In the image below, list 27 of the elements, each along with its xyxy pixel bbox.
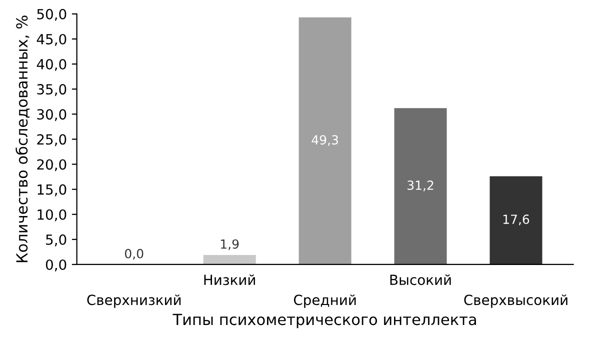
data-label: 17,6	[503, 214, 530, 226]
y-tick-label: 30,0	[37, 109, 66, 122]
x-axis-title: Типы психометрического интеллекта	[172, 314, 476, 328]
data-label: 49,3	[312, 135, 338, 146]
x-tick-label: Низкий	[204, 274, 255, 286]
data-label: 1,9	[221, 239, 239, 250]
y-tick-label: 40,0	[36, 59, 66, 71]
y-axis-title: Количество обследованных, %	[16, 16, 30, 262]
bar	[203, 254, 256, 264]
bar	[490, 176, 542, 264]
y-tick-label: 20,0	[37, 159, 66, 172]
y-tick-label: 25,0	[37, 134, 66, 146]
data-label: 0,0	[124, 248, 144, 260]
y-tick-label: 35,0	[37, 84, 66, 96]
y-tick-label: 10,0	[38, 209, 66, 222]
x-tick-label: Сверхвысокий	[464, 294, 568, 308]
bar	[298, 17, 352, 264]
data-label: 31,2	[408, 180, 434, 192]
x-tick-label: Средний	[294, 294, 356, 308]
y-tick-label: 45,0	[36, 34, 66, 46]
y-tick-label: 50,0	[37, 8, 66, 21]
x-tick-label: Высокий	[390, 274, 451, 286]
x-tick-label: Сверхнизкий	[87, 294, 181, 308]
y-tick-label: 0,0	[46, 259, 66, 272]
y-tick-label: 15,0	[38, 184, 66, 196]
y-tick-label: 5,0	[46, 234, 66, 246]
bar	[394, 108, 447, 264]
